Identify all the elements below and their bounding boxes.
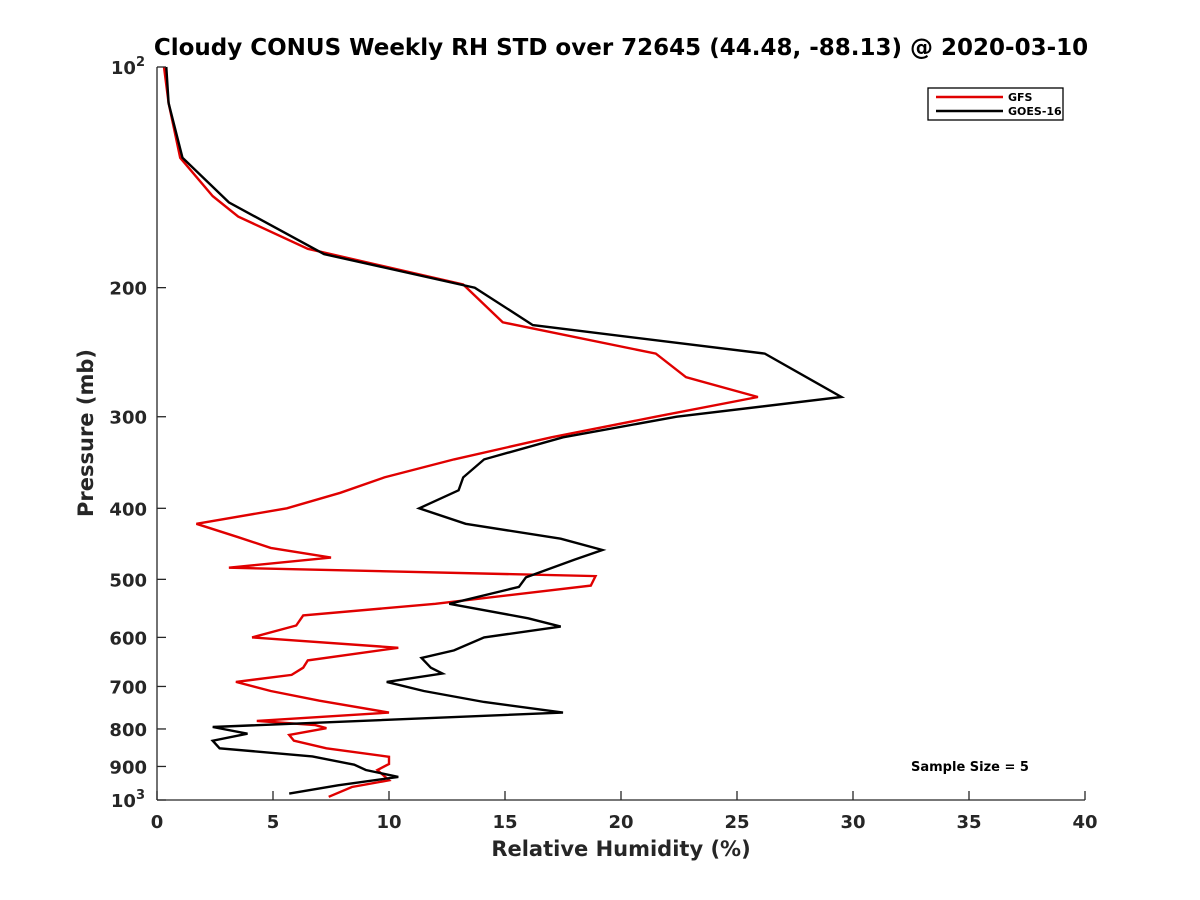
x-tick-label: 25 — [724, 812, 749, 833]
x-tick-label: 5 — [267, 812, 280, 833]
y-tick-label: 900 — [109, 757, 147, 778]
y-tick-label: 102 — [111, 55, 145, 79]
y-tick-label: 800 — [109, 720, 147, 741]
x-tick-label: 15 — [492, 812, 517, 833]
plot-area — [157, 67, 1085, 800]
y-axis-ticks: 200 300 400 500 600 700 800 900 102 103 — [109, 55, 166, 812]
x-tick-label: 30 — [840, 812, 865, 833]
x-tick-label: 35 — [956, 812, 981, 833]
series-layer — [162, 66, 846, 798]
x-tick-label: 40 — [1072, 812, 1097, 833]
x-tick-label: 0 — [151, 812, 164, 833]
legend-box — [927, 87, 1064, 121]
y-tick-label: 300 — [109, 408, 147, 429]
sample-size-annotation: Sample Size = 5 — [911, 760, 1029, 775]
plot-background — [157, 67, 1085, 800]
y-tick-label: 500 — [109, 570, 147, 591]
y-tick-label: 400 — [109, 499, 147, 520]
x-tick-label: 10 — [376, 812, 401, 833]
chart-title: Cloudy CONUS Weekly RH STD over 72645 (4… — [154, 35, 1088, 61]
y-tick-label: 200 — [109, 279, 147, 300]
x-axis-label: Relative Humidity (%) — [491, 837, 750, 861]
x-axis-ticks: 0 5 10 15 20 25 30 35 40 — [151, 791, 1098, 833]
legend-label-gfs: GFS — [1008, 91, 1033, 104]
y-tick-label: 600 — [109, 628, 147, 649]
y-axis-label: Pressure (mb) — [74, 349, 98, 517]
legend-label-goes16: GOES-16 — [1008, 105, 1062, 118]
y-tick-label: 103 — [111, 788, 145, 812]
series-line-gfs — [162, 66, 759, 798]
x-tick-label: 20 — [608, 812, 633, 833]
series-line-goes16 — [165, 66, 846, 795]
legend: GFS GOES-16 — [927, 87, 1064, 121]
y-tick-label: 700 — [109, 677, 147, 698]
